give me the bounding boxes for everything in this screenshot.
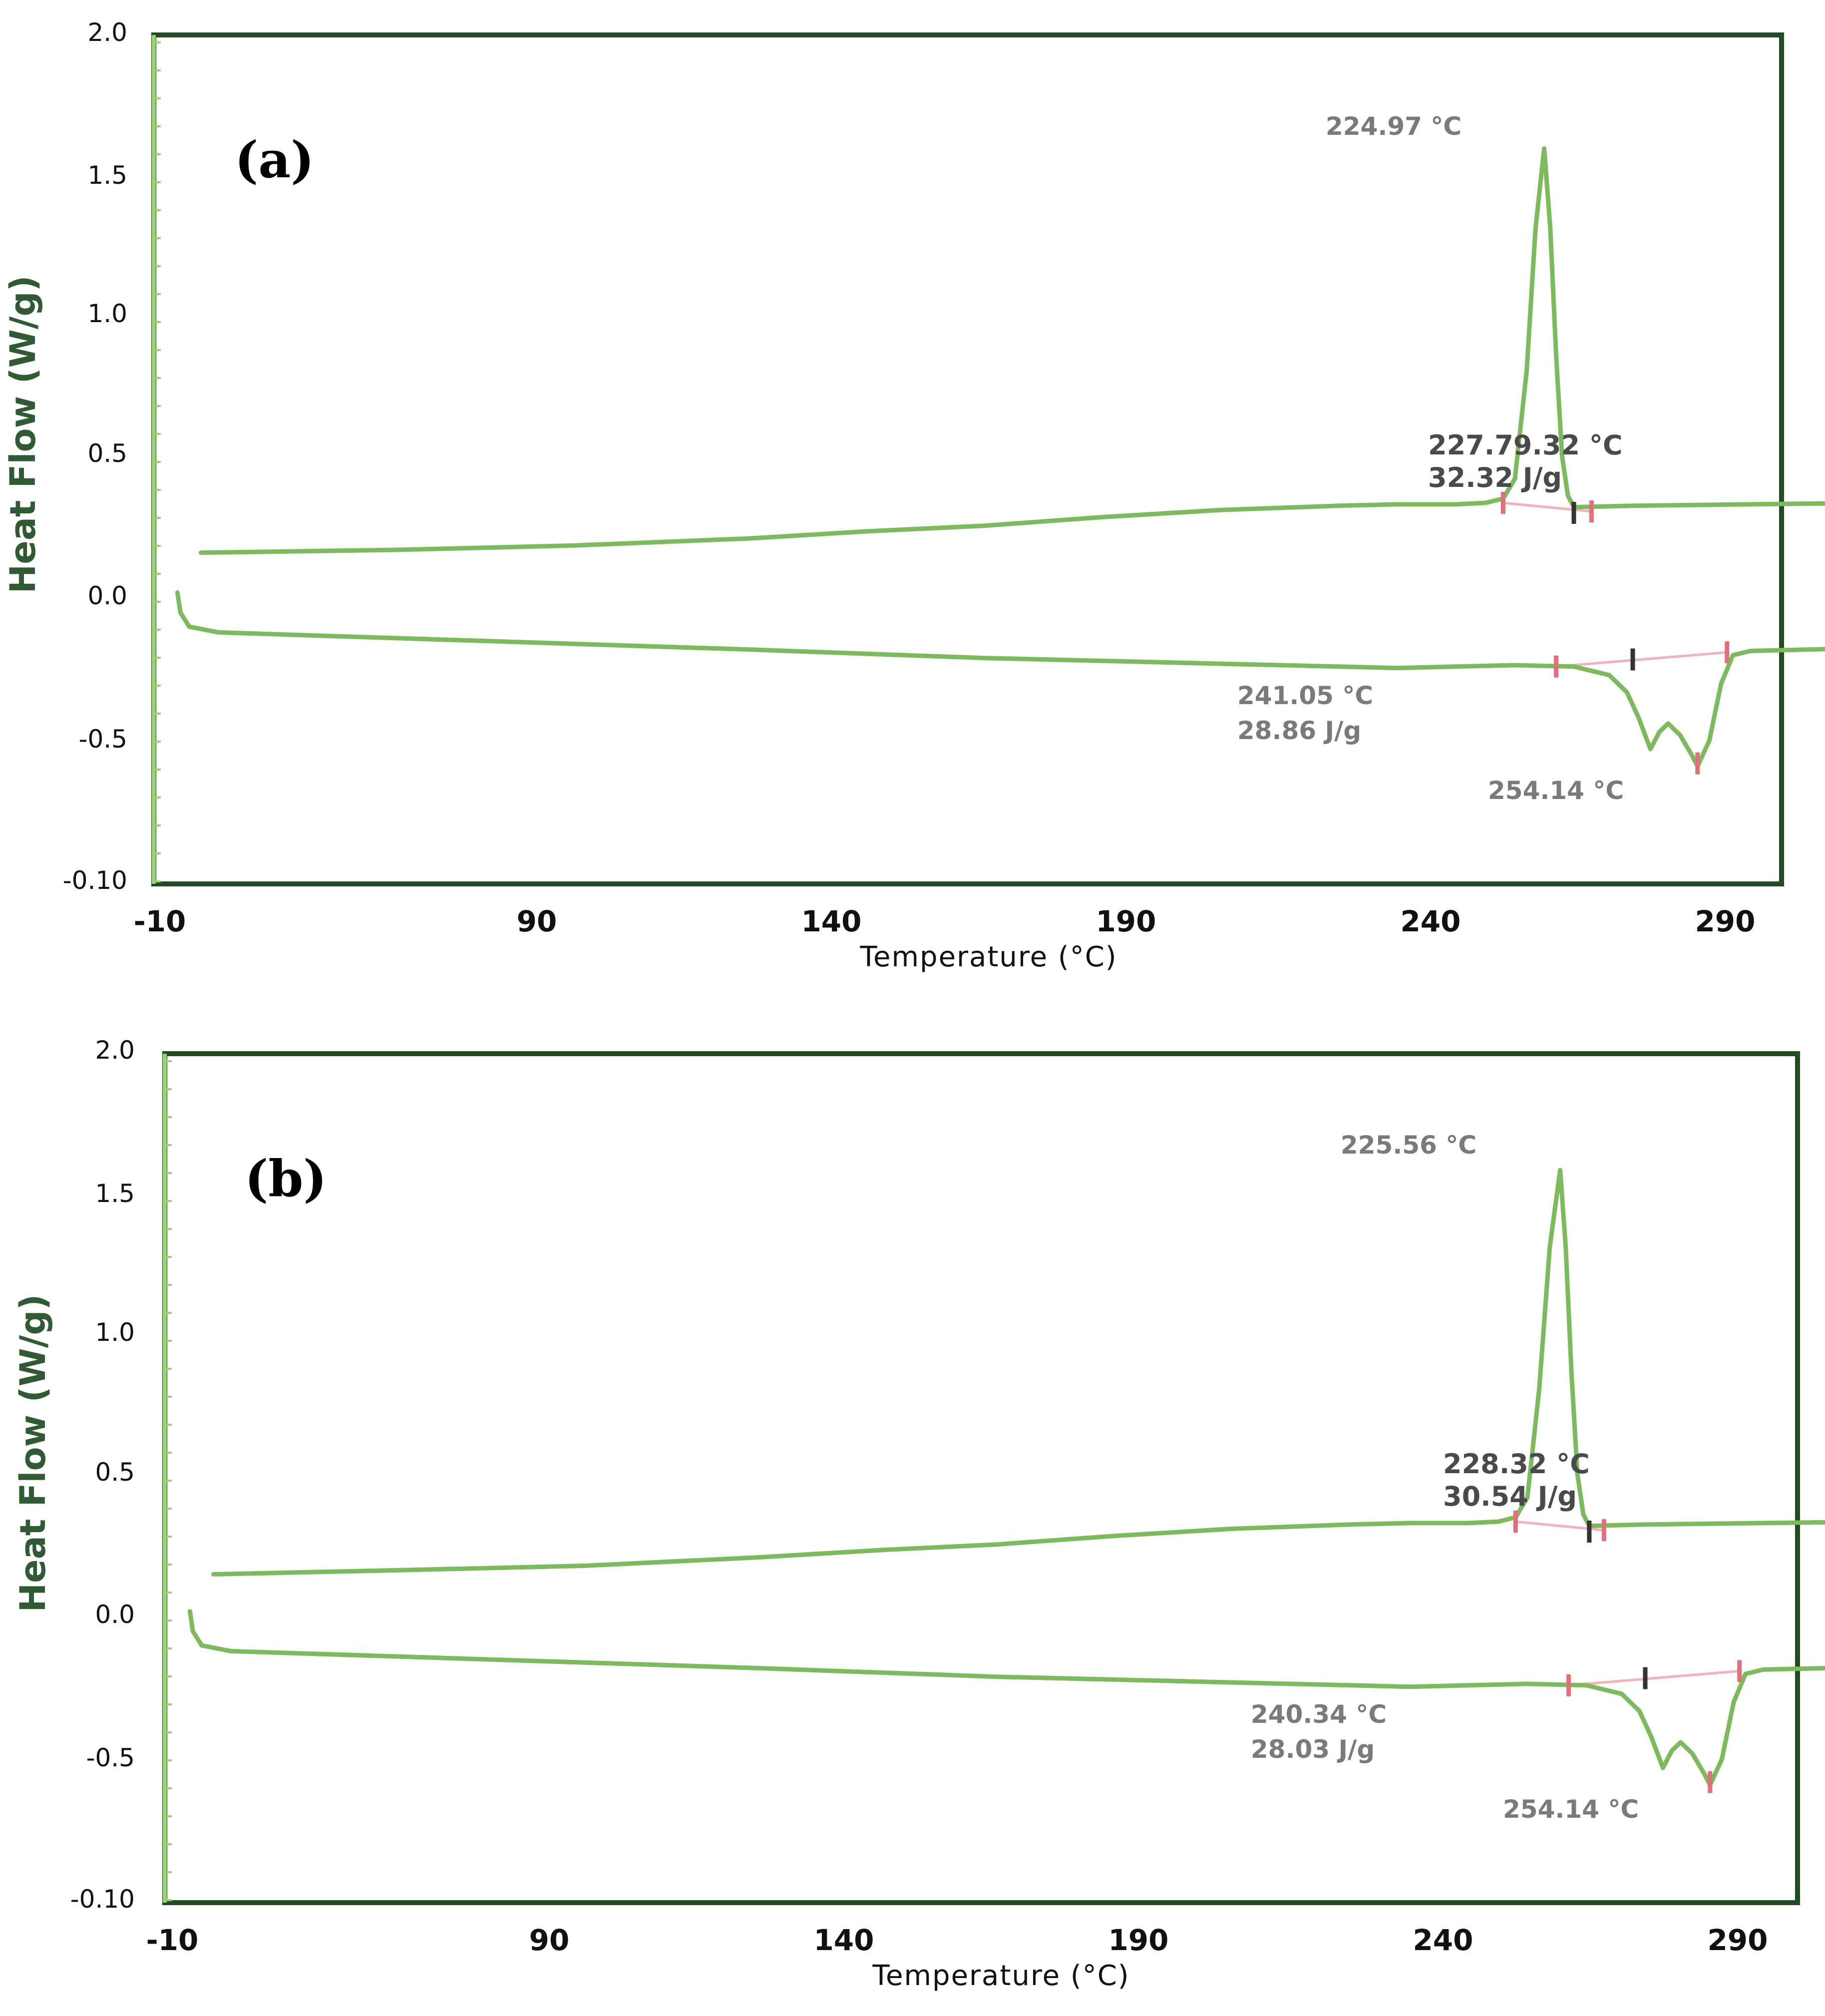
y-axis-title: Heat Flow (W/g) xyxy=(12,1294,53,1613)
y-tick-label: 2.0 xyxy=(87,18,127,47)
x-tick-label: 90 xyxy=(517,904,557,938)
y-tick-label: 1.0 xyxy=(87,299,127,328)
y-tick-label: 2.0 xyxy=(95,1036,135,1065)
baselines xyxy=(1503,501,1728,668)
x-tick-label: 190 xyxy=(1095,904,1156,938)
x-axis-title: Temperature (°C) xyxy=(872,1960,1129,1992)
panel-a: (a) 2.0 1.5 1.0 0.5 0.0 -0.5 -0.10 -10 9… xyxy=(2,18,1825,973)
series-cooling xyxy=(211,1168,1825,1577)
y-tick-label: -0.10 xyxy=(63,866,127,895)
y-tick-label: 0.0 xyxy=(95,1600,135,1629)
x-tick-label: 190 xyxy=(1108,1923,1168,1957)
y-axis-title: Heat Flow (W/g) xyxy=(2,276,43,594)
panel-label: (a) xyxy=(235,130,314,189)
x-tick-label: 90 xyxy=(529,1923,570,1957)
annotation: 241.05 °C xyxy=(1237,681,1373,710)
markers xyxy=(1500,492,1730,775)
series-heating xyxy=(175,590,1825,769)
y-tick-label: 1.5 xyxy=(87,161,127,190)
annotation: 240.34 °C xyxy=(1251,1700,1387,1729)
series-cooling xyxy=(199,146,1825,555)
y-tick-label: -0.5 xyxy=(86,1743,135,1772)
series-group xyxy=(187,1168,1825,1787)
x-tick-label: 140 xyxy=(801,904,861,938)
tick-marks xyxy=(154,41,161,882)
series-heating xyxy=(187,1609,1825,1787)
integration-baseline xyxy=(1556,651,1728,668)
annotation: 227.79.32 °C xyxy=(1428,429,1622,461)
y-tick-label: 1.5 xyxy=(95,1179,135,1208)
x-tick-label: -10 xyxy=(134,904,186,938)
annotation: 32.32 J/g xyxy=(1428,462,1562,493)
y-tick-label: 1.0 xyxy=(95,1318,135,1347)
annotation: 254.14 °C xyxy=(1488,776,1624,805)
baselines xyxy=(1515,1520,1740,1687)
annotation: 228.32 °C xyxy=(1443,1448,1590,1480)
y-tick-label: -0.10 xyxy=(70,1885,135,1914)
x-tick-label: 240 xyxy=(1413,1923,1473,1957)
markers xyxy=(1513,1511,1742,1793)
panel-b: (b) 2.0 1.5 1.0 0.5 0.0 -0.5 -0.10 -10 9… xyxy=(12,1036,1825,1992)
annotation: 30.54 J/g xyxy=(1443,1481,1577,1512)
annotation: 28.03 J/g xyxy=(1251,1735,1375,1764)
annotation: 224.97 °C xyxy=(1326,112,1461,141)
y-tick-label: 0.5 xyxy=(87,439,127,468)
y-tick-label: 0.0 xyxy=(87,581,127,610)
annotation: 254.14 °C xyxy=(1503,1795,1639,1824)
x-tick-label: 140 xyxy=(813,1923,874,1957)
panel-label: (b) xyxy=(245,1149,327,1208)
y-tick-label: 0.5 xyxy=(95,1458,135,1487)
tick-marks xyxy=(165,1060,172,1901)
series-group xyxy=(175,146,1825,769)
x-tick-label: 240 xyxy=(1400,904,1460,938)
x-axis-title: Temperature (°C) xyxy=(859,941,1117,973)
y-tick-label: -0.5 xyxy=(78,725,127,754)
x-tick-label: 290 xyxy=(1695,904,1755,938)
annotation: 225.56 °C xyxy=(1341,1131,1476,1160)
integration-baseline xyxy=(1503,501,1592,513)
x-tick-label: 290 xyxy=(1707,1923,1768,1957)
x-tick-label: -10 xyxy=(146,1923,199,1957)
annotation: 28.86 J/g xyxy=(1237,716,1361,745)
integration-baseline xyxy=(1568,1669,1740,1687)
